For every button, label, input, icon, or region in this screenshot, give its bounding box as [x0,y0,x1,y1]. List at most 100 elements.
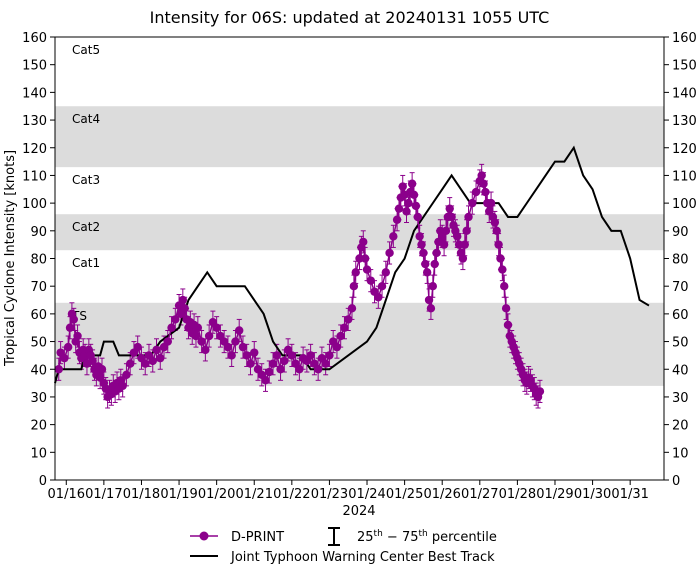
dprint-point [422,268,432,277]
dprint-point [359,237,368,247]
y-tick-label-right: 140 [672,86,697,101]
dprint-point [374,293,383,302]
x-tick-label: 01/31 [611,487,648,502]
x-tick-label: 01/30 [574,487,611,502]
band-label-cat4: Cat4 [72,112,100,126]
x-tick-label: 01/19 [160,487,197,502]
best-track-line [54,145,650,384]
dprint-point [180,304,189,313]
dprint-point [268,359,278,368]
x-tick-label: 01/26 [423,487,460,502]
dprint-point [439,240,449,249]
y-tick-label-right: 40 [672,363,689,378]
dprint-point [486,198,496,208]
dprint-point [321,359,330,368]
dprint-point [118,381,127,391]
y-tick-label-right: 30 [672,391,689,406]
y-tick-label-left: 140 [22,86,47,101]
dprint-point [201,345,210,355]
dprint-point [344,315,353,324]
dprint-point [415,232,424,241]
y-tick-label-right: 150 [672,59,697,74]
dprint-point [65,323,75,332]
dprint-point [426,304,436,313]
dprint-point [471,187,481,197]
x-tick-label: 01/18 [123,487,160,502]
dprint-point [479,179,488,188]
dprint-point [347,304,357,313]
dprint-point [133,342,142,352]
dprint-point [453,232,462,241]
dprint-point [404,198,413,208]
dprint-point [163,337,172,346]
dprint-point [325,351,334,360]
band-ts [55,302,664,386]
x-tick-label: 01/25 [386,487,423,502]
dprint-point [409,190,419,200]
dprint-point [413,212,422,222]
dprint-point [377,281,387,291]
dprint-point [306,351,315,360]
dprint-point [332,342,342,352]
dprint-point [500,281,509,291]
dprint-point [191,331,201,341]
y-tick-label-left: 20 [30,419,47,434]
y-tick-label-right: 70 [672,280,689,295]
dprint-point [468,198,477,208]
y-tick-label-left: 160 [22,31,47,46]
y-tick-label-left: 130 [22,114,47,129]
chart-title: Intensity for 06S: updated at 20240131 1… [150,8,550,27]
dprint-point [63,342,73,352]
x-tick-label: 01/24 [348,487,385,502]
band-label-cat1: Cat1 [72,256,100,270]
dprint-point [156,353,165,363]
band-label-cat5: Cat5 [72,43,100,57]
y-tick-label-left: 0 [39,474,47,489]
dprint-point [501,304,511,313]
dprint-point [336,331,345,341]
dprint-point [197,337,206,346]
dprint-point [69,315,78,324]
y-axis-label: Tropical Cyclone Intensity [knots] [3,150,18,367]
dprint-point [231,337,240,346]
dprint-point [432,248,441,258]
y-tick-label-left: 10 [30,446,47,461]
dprint-point [204,331,214,341]
dprint-point [178,295,188,305]
dprint-point [464,212,473,222]
dprint-point [88,356,97,366]
y-tick-label-left: 80 [30,253,47,268]
dprint-point [238,342,248,352]
dprint-point [411,201,421,211]
y-tick-label-left: 60 [30,308,47,323]
dprint-point [272,351,281,360]
y-axis-left: 0 10 20 30 40 50 60 70 80 90 100 110 120 130 140 150 160 [22,31,55,489]
dprint-point [490,218,500,227]
dprint-point [246,359,255,368]
dprint-point [430,259,439,269]
y-tick-label-right: 90 [672,225,689,240]
legend-dprint-label: D-PRINT [231,530,284,545]
dprint-point [250,348,259,357]
y-tick-label-right: 60 [672,308,689,323]
dprint-point [366,276,375,285]
y-tick-label-left: 70 [30,280,47,295]
x-tick-label: 01/27 [461,487,498,502]
dprint-points [54,171,545,402]
legend-dprint-marker [199,531,209,541]
y-tick-label-right: 80 [672,253,689,268]
dprint-point [351,268,360,277]
dprint-point [171,315,180,324]
x-tick-label: 01/28 [499,487,536,502]
dprint-point [462,226,471,236]
x-tick-label: 01/29 [536,487,573,502]
legend-percentile-label: 25th − 75th percentile [357,529,497,545]
y-axis-right: 0 10 20 30 40 50 60 70 80 90 100 110 120 130 140 150 160 [664,31,697,489]
dprint-point [235,326,244,335]
dprint-point [424,295,434,305]
y-tick-label-left: 120 [22,142,47,157]
dprint-point [389,232,398,241]
dprint-point [261,376,270,385]
